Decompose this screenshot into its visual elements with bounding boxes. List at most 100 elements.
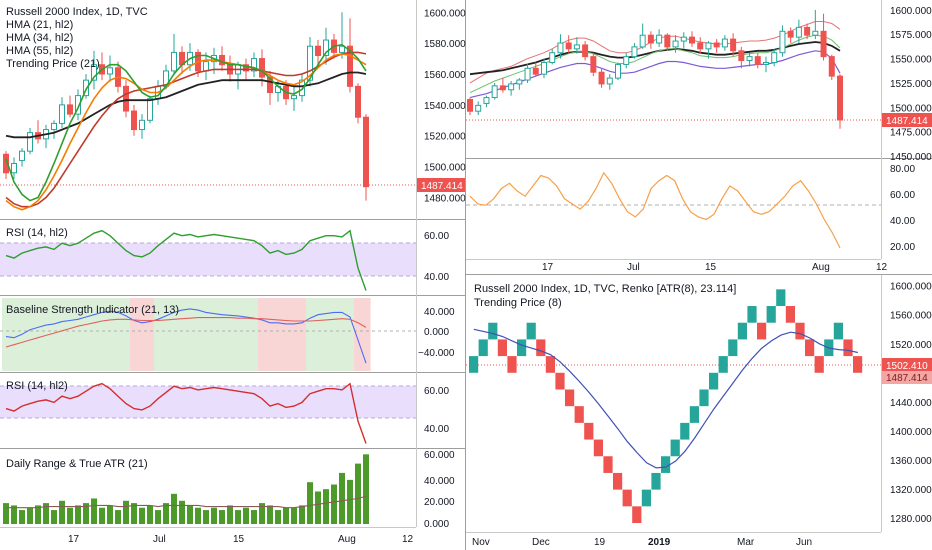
rt-candle-body	[549, 52, 556, 63]
candle-body	[27, 132, 33, 152]
bsi-bg-cell	[146, 298, 155, 371]
candle-body	[91, 64, 97, 81]
atr-bar	[163, 503, 169, 524]
renko-ytick: 1280.000	[890, 514, 932, 525]
bsi-bg-cell	[90, 298, 99, 371]
rt-candle-body	[499, 85, 506, 91]
left-bsi-legend[interactable]: Baseline Strength Indicator (21, 13)	[6, 304, 179, 316]
bsi-bg-cell	[194, 298, 203, 371]
atr-bar	[203, 510, 209, 524]
bsi-bg-cell	[10, 298, 19, 371]
atr-bar	[43, 503, 49, 524]
bsi-bg-cell	[130, 298, 139, 371]
renko-ytick: 1600.000	[890, 282, 932, 293]
bsi-bg-cell	[306, 298, 315, 371]
left-bsi-ytick-1: 0.000	[424, 327, 449, 338]
renko-ytick: 1520.000	[890, 340, 932, 351]
bsi-bg-cell	[58, 298, 67, 371]
rt-candle-body	[738, 50, 745, 62]
atr-bar	[211, 507, 217, 524]
atr-bar	[179, 500, 185, 524]
left-main-legend-1[interactable]: HMA (21, hl2)	[6, 19, 73, 31]
left-main-legend-2[interactable]: HMA (34, hl2)	[6, 32, 73, 44]
right-top-ytick: 1450.000	[890, 152, 932, 163]
left-bsi-line-red	[5, 317, 367, 348]
bsi-bg-cell	[234, 298, 243, 371]
renko-brick	[747, 306, 757, 323]
renko-brick	[689, 406, 699, 423]
left-atr-ytick-2: 20.000	[424, 497, 455, 508]
rt-candle-body	[697, 42, 704, 50]
bsi-bg-cell	[66, 298, 75, 371]
renko-brick	[555, 372, 565, 390]
renko-price-tag-0: 1502.410	[886, 361, 928, 372]
bsi-bg-cell	[242, 298, 251, 371]
signal-line	[469, 50, 841, 99]
renko-brick	[613, 472, 623, 490]
rt-candle-body	[787, 30, 794, 38]
candle-body	[243, 64, 249, 72]
left-rsi2-legend[interactable]: RSI (14, hl2)	[6, 380, 68, 392]
renko-xtick-5: Jun	[796, 537, 812, 548]
candle-body	[323, 39, 329, 56]
bsi-bg-cell	[98, 298, 107, 371]
atr-bar	[99, 507, 105, 524]
candle-body	[3, 153, 9, 174]
bsi-bg-cell	[314, 298, 323, 371]
right-osc-ytick-1: 60.00	[890, 190, 915, 201]
rt-candle-body	[795, 26, 802, 38]
renko-brick	[545, 356, 555, 373]
renko-brick	[536, 339, 546, 357]
bsi-bg-cell	[274, 298, 283, 371]
left-main-legend-3[interactable]: HMA (55, hl2)	[6, 45, 73, 57]
bsi-bg-cell	[354, 298, 363, 371]
right-top-ytick: 1475.000	[890, 128, 932, 139]
left-atr-legend[interactable]: Daily Range & True ATR (21)	[6, 458, 148, 470]
bsi-bg-cell	[138, 298, 147, 371]
renko-legend-1[interactable]: Trending Price (8)	[474, 297, 562, 309]
left-xtick-1: Jul	[153, 534, 166, 545]
atr-bar	[115, 510, 121, 524]
left-rsi2-ytick-1: 40.00	[424, 424, 449, 435]
left-xtick-4: 12	[402, 534, 414, 545]
left-main-legend-4[interactable]: Trending Price (21)	[6, 58, 100, 70]
rt-candle-body	[582, 44, 589, 58]
renko-brick	[517, 339, 527, 357]
candle-body	[83, 79, 89, 97]
left-rsi1-band	[0, 243, 416, 276]
lower-band-line	[469, 34, 841, 94]
right-top-candles	[467, 9, 843, 129]
atr-bar	[35, 505, 41, 524]
left-main-legend: Russell 2000 Index, 1D, TVC HMA (21, hl2…	[6, 6, 148, 70]
atr-bar	[139, 507, 145, 524]
renko-brick	[853, 356, 863, 373]
left-atr-ytick-1: 40.000	[424, 476, 455, 487]
right-top-xtick-3: Aug	[812, 262, 830, 273]
rt-candle-body	[631, 46, 638, 58]
bsi-bg-cell	[250, 298, 259, 371]
rt-candle-body	[467, 99, 473, 112]
candle-body	[219, 54, 225, 66]
bsi-bg-cell	[50, 298, 59, 371]
renko-bricks	[469, 289, 863, 524]
left-rsi1-legend[interactable]: RSI (14, hl2)	[6, 227, 68, 239]
left-main-indicator-lines	[5, 43, 367, 211]
rt-candle-body	[516, 79, 523, 85]
left-main-legend-0[interactable]: Russell 2000 Index, 1D, TVC	[6, 6, 148, 18]
hma21-line	[5, 43, 367, 202]
bsi-bg-cell	[154, 298, 163, 371]
left-bsi-panel: Baseline Strength Indicator (21, 13) 40.…	[0, 298, 455, 371]
right-top-xtick-0: 17	[542, 262, 554, 273]
renko-ytick: 1320.000	[890, 485, 932, 496]
left-x-axis: 17 Jul 15 Aug 12	[68, 534, 414, 545]
atr-bar	[155, 510, 161, 524]
renko-legend-0[interactable]: Russell 2000 Index, 1D, TVC, Renko [ATR(…	[474, 283, 736, 295]
candle-body	[291, 95, 297, 100]
rt-candle-body	[672, 40, 679, 48]
atr-bar	[251, 510, 257, 524]
right-top-xtick-1: Jul	[627, 262, 640, 273]
renko-xtick-0: Nov	[472, 537, 490, 548]
atr-bar	[299, 505, 305, 524]
atr-bar	[283, 507, 289, 524]
